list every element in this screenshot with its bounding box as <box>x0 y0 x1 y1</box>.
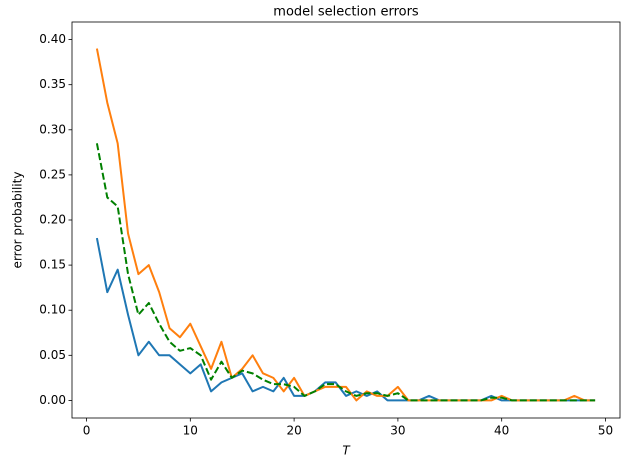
line-series <box>95 237 596 402</box>
x-tick-label: 30 <box>390 424 405 438</box>
y-tick-label: 0.10 <box>39 303 66 317</box>
x-tick-label: 10 <box>183 424 198 438</box>
y-axis-label: error probability <box>11 172 25 269</box>
x-tick-label: 50 <box>598 424 613 438</box>
y-tick-label: 0.20 <box>39 213 66 227</box>
y-tick-label: 0.15 <box>39 258 66 272</box>
y-tick-label: 0.30 <box>39 122 66 136</box>
x-axis-label: T <box>342 444 351 458</box>
y-tick-label: 0.00 <box>39 393 66 407</box>
x-tick-label: 20 <box>286 424 301 438</box>
line-series <box>95 143 596 402</box>
y-tick-label: 0.40 <box>39 32 66 46</box>
x-tick-label: 0 <box>83 424 91 438</box>
y-tick-label: 0.05 <box>39 348 66 362</box>
y-tick-label: 0.25 <box>39 167 66 181</box>
plot-frame <box>71 21 621 419</box>
line-series <box>95 48 596 402</box>
chart-title: model selection errors <box>273 5 419 20</box>
x-tick-label: 40 <box>494 424 509 438</box>
y-tick-label: 0.35 <box>39 77 66 91</box>
